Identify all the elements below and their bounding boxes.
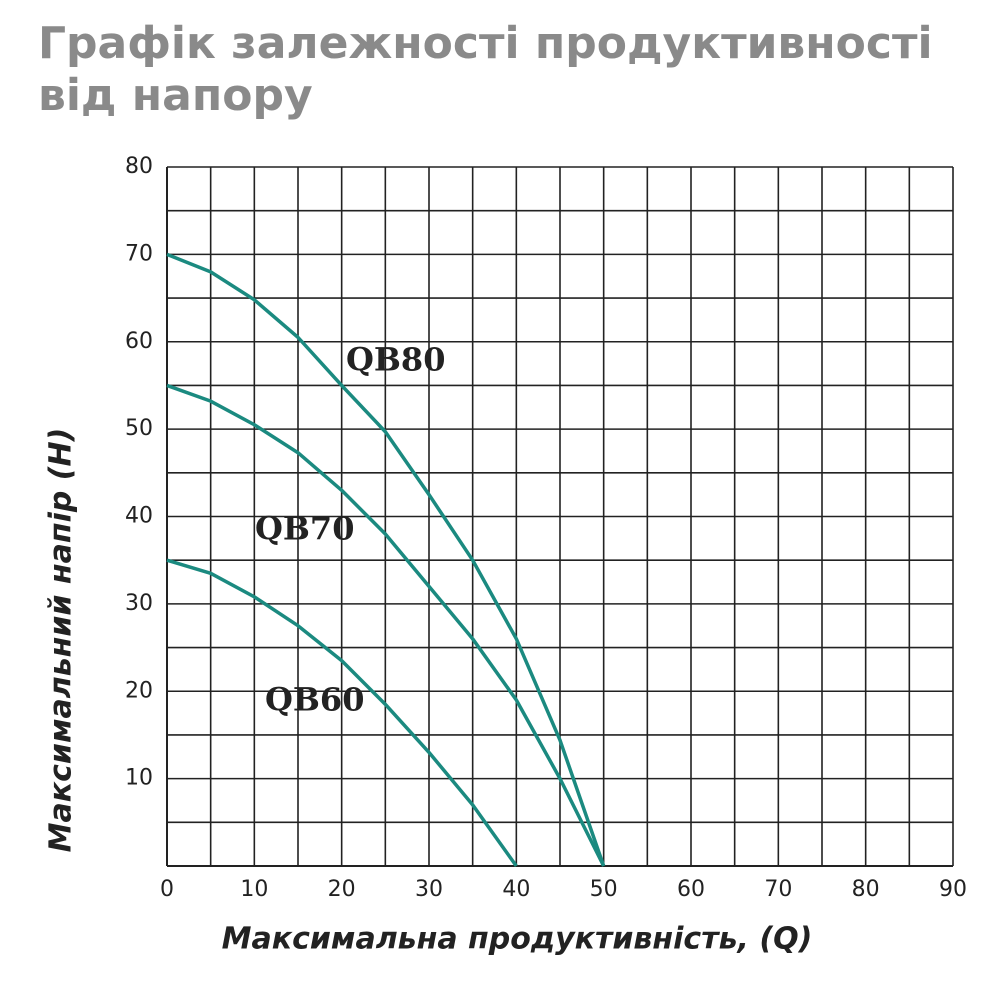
x-tick-label: 30 [415, 877, 443, 902]
x-tick-label: 20 [328, 877, 356, 902]
y-tick-label: 20 [125, 678, 153, 703]
y-tick-label: 40 [125, 504, 153, 529]
line-series [166, 252, 606, 867]
line-series [166, 558, 518, 868]
series-label: QB70 [255, 510, 354, 548]
line-series [166, 383, 606, 867]
x-tick-label: 50 [590, 877, 618, 902]
y-axis-label: Максимальний напір (H) [44, 428, 79, 853]
y-tick-label: 60 [125, 329, 153, 354]
series-label: QB80 [346, 341, 445, 379]
x-tick-label: 70 [764, 877, 792, 902]
x-tick-label: 40 [502, 877, 530, 902]
x-tick-label: 80 [852, 877, 880, 902]
x-tick-label: 90 [939, 877, 967, 902]
x-tick-label: 60 [677, 877, 705, 902]
y-tick-label: 50 [125, 416, 153, 441]
y-tick-label: 70 [125, 241, 153, 266]
series-label: QB60 [265, 681, 364, 719]
y-tick-label: 30 [125, 591, 153, 616]
y-tick-label: 10 [125, 766, 153, 791]
x-tick-label: 0 [160, 877, 174, 902]
chart-title: Графік залежності продуктивності від нап… [38, 18, 933, 121]
y-tick-label: 80 [125, 154, 153, 179]
x-axis-label: Максимальна продуктивність, (Q) [222, 922, 813, 957]
x-tick-label: 10 [240, 877, 268, 902]
